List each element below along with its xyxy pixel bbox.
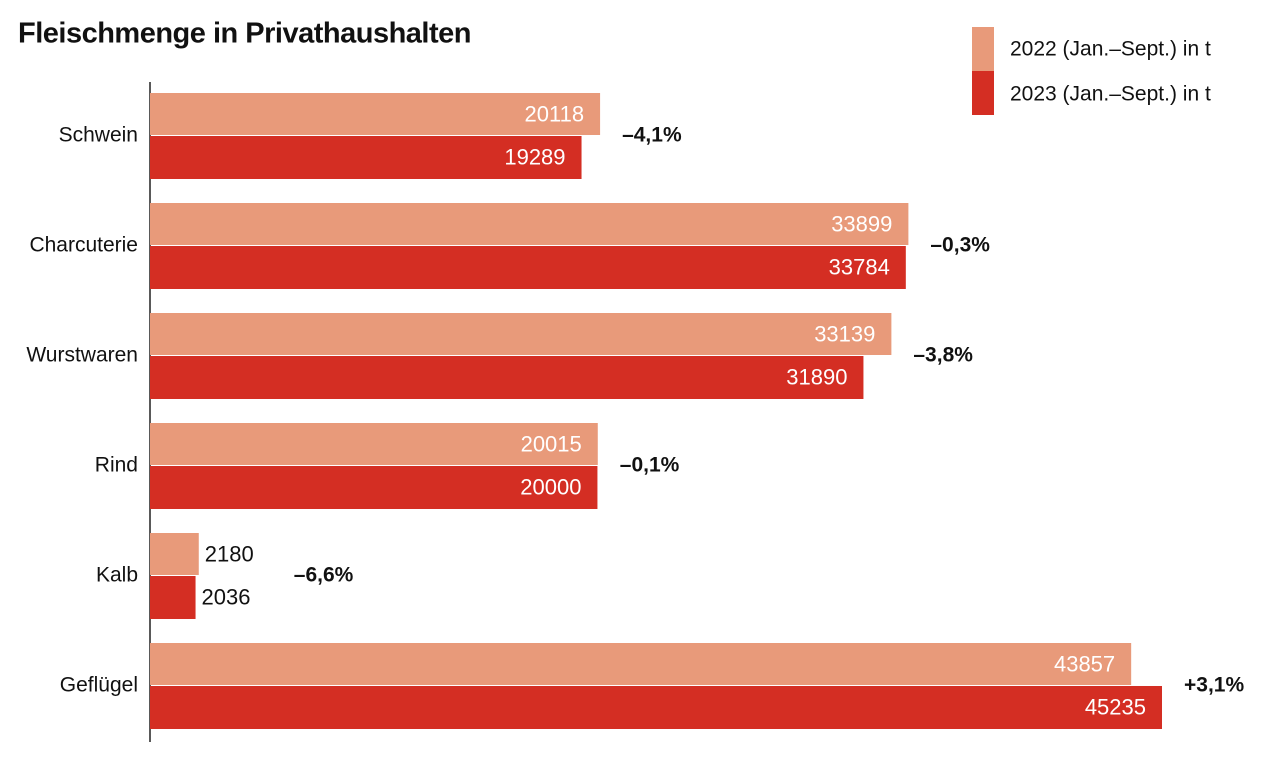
bar (150, 533, 199, 575)
value-label: 45235 (1085, 694, 1146, 719)
legend-swatch (972, 71, 994, 115)
value-label: 20118 (525, 101, 585, 126)
change-label: –4,1% (622, 124, 682, 147)
bar (150, 246, 906, 289)
value-label: 19289 (504, 144, 565, 169)
value-label: 31890 (786, 364, 847, 389)
category-label: Geflügel (60, 674, 138, 697)
bar (150, 203, 909, 245)
category-label: Kalb (96, 564, 138, 587)
category-label: Charcuterie (29, 234, 138, 257)
chart-title: Fleischmenge in Privathaushalten (18, 18, 471, 50)
value-label: 20000 (520, 474, 581, 499)
legend-swatch (972, 27, 994, 71)
bar (150, 423, 598, 465)
change-label: –0,3% (930, 234, 990, 257)
value-label: 20015 (521, 431, 582, 456)
change-label: –0,1% (620, 454, 680, 477)
value-label: 43857 (1054, 651, 1115, 676)
legend-label: 2022 (Jan.–Sept.) in t (1010, 38, 1211, 61)
bar (150, 93, 601, 135)
change-label: +3,1% (1184, 674, 1244, 697)
value-label: 2180 (205, 541, 254, 566)
bar (150, 686, 1162, 729)
value-label: 33899 (831, 211, 892, 236)
change-label: –3,8% (913, 344, 973, 367)
bar (150, 136, 582, 179)
bar (150, 313, 892, 355)
bar (150, 576, 196, 619)
bar (150, 643, 1132, 685)
value-label: 33139 (814, 321, 875, 346)
category-label: Wurstwaren (26, 344, 138, 367)
value-label: 2036 (202, 584, 251, 609)
legend-label: 2023 (Jan.–Sept.) in t (1010, 83, 1211, 106)
bar (150, 466, 598, 509)
category-label: Rind (95, 454, 138, 477)
value-label: 33784 (829, 254, 890, 279)
category-label: Schwein (59, 124, 138, 147)
change-label: –6,6% (294, 564, 354, 587)
bar (150, 356, 864, 399)
